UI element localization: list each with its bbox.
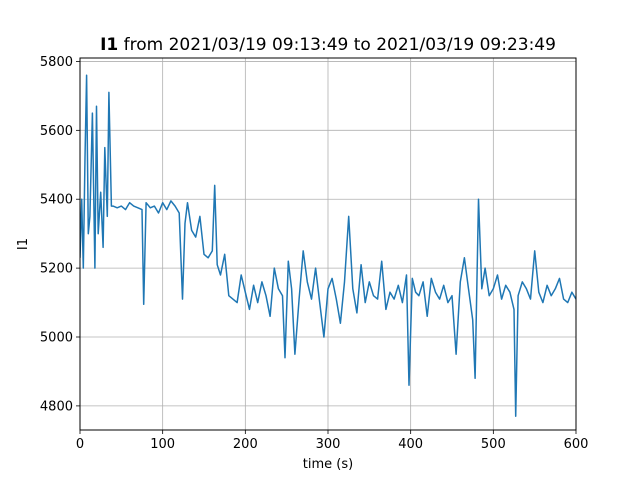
y-tick-label: 5800 xyxy=(40,55,73,70)
chart-title-bold: I1 xyxy=(100,35,118,55)
chart-title: I1 from 2021/03/19 09:13:49 to 2021/03/1… xyxy=(100,35,556,55)
tick-marks xyxy=(76,61,577,434)
series-line xyxy=(80,74,576,417)
x-tick-label: 500 xyxy=(481,437,506,452)
y-tick-label: 4800 xyxy=(40,399,73,414)
plot-frame xyxy=(79,57,577,431)
chart-title-rest: from 2021/03/19 09:13:49 to 2021/03/19 0… xyxy=(118,35,556,55)
y-tick-label: 5200 xyxy=(40,262,73,277)
x-tick-label: 600 xyxy=(564,437,589,452)
x-axis-label: time (s) xyxy=(303,457,353,472)
x-tick-label: 200 xyxy=(233,437,258,452)
y-tick-label: 5000 xyxy=(40,331,73,346)
x-tick-label: 400 xyxy=(398,437,423,452)
y-tick-label: 5400 xyxy=(40,193,73,208)
y-axis-label: I1 xyxy=(16,238,31,250)
x-tick-label: 100 xyxy=(150,437,175,452)
x-tick-label: 300 xyxy=(316,437,341,452)
x-tick-label: 0 xyxy=(76,437,84,452)
grid-lines xyxy=(79,58,577,430)
tick-labels: 0 100 200 300 400 500 600 4800 5000 5200 5400 5600 5… xyxy=(40,55,589,452)
y-tick-label: 5600 xyxy=(40,124,73,139)
